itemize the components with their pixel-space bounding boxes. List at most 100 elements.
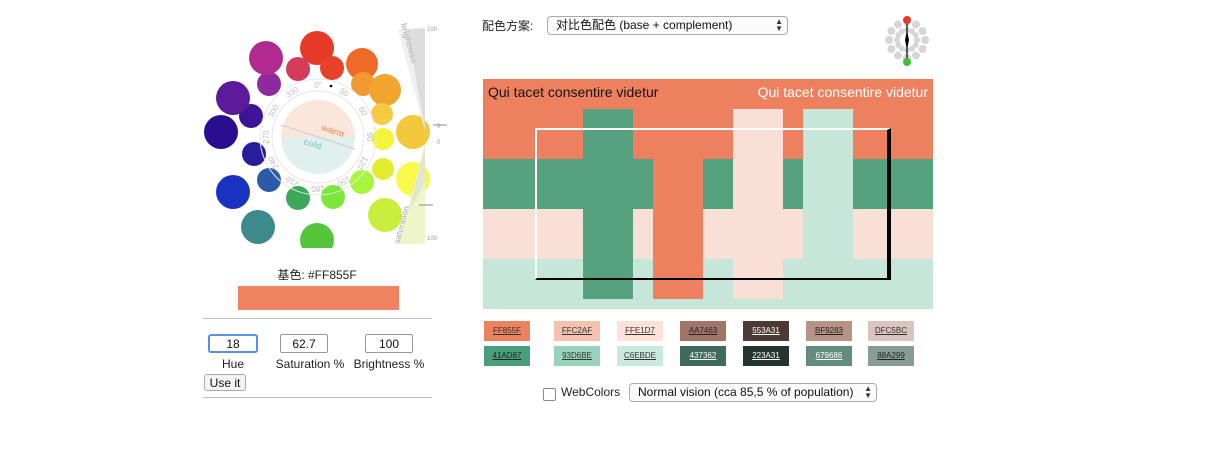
palette-chip[interactable]: 437362 — [680, 346, 726, 366]
mini-dot — [909, 45, 915, 52]
palette-chip[interactable]: 88A299 — [868, 346, 914, 366]
vision-select[interactable]: Normal vision (cca 85,5 % of population)… — [629, 383, 877, 402]
hue-circle[interactable] — [320, 56, 344, 80]
warm-half — [281, 100, 355, 137]
hue-circle[interactable] — [204, 115, 238, 149]
hue-marker[interactable] — [329, 84, 333, 88]
angle-label: 180 — [311, 184, 325, 193]
hue-circle[interactable] — [371, 103, 393, 125]
palette-chip[interactable]: 223A31 — [743, 346, 789, 366]
brightness-label: Brightness % — [353, 357, 425, 371]
palette-chip[interactable]: FF855F — [484, 321, 530, 341]
brightness-max-tick: 100 — [427, 27, 438, 33]
palette-chip[interactable]: AA7463 — [680, 321, 726, 341]
webcolors-label: WebColors — [561, 385, 621, 399]
preview-text-light: Qui tacet consentire videtur — [757, 84, 928, 100]
mini-dot — [894, 37, 900, 43]
hue-label: Hue — [221, 357, 244, 371]
mini-dot — [909, 28, 915, 35]
palette-chip[interactable]: 679686 — [806, 346, 852, 366]
hue-circle[interactable] — [216, 81, 250, 115]
cold-half — [281, 137, 355, 174]
preview-column-orange — [653, 109, 703, 299]
hue-circle[interactable] — [300, 31, 334, 65]
mini-dot — [914, 37, 920, 43]
angle-label: 330 — [284, 85, 301, 100]
preview-band-orange — [483, 79, 933, 159]
hue-circle[interactable] — [396, 115, 430, 149]
mini-dot — [918, 27, 927, 35]
palette-chip[interactable]: BF9283 — [806, 321, 852, 341]
divider — [203, 397, 432, 398]
mini-dot — [912, 20, 920, 29]
select-arrows-icon: ▲ ▼ — [775, 17, 783, 33]
angle-label: 90 — [365, 133, 374, 142]
palette-chip[interactable]: 93D6BE — [554, 346, 600, 366]
angle-label: 300 — [266, 103, 281, 120]
saturation-label: Saturation % — [275, 357, 345, 371]
brightness-input[interactable] — [365, 334, 413, 353]
preview-text-dark: Qui tacet consentire videtur — [488, 84, 659, 100]
hue-circle[interactable] — [350, 170, 374, 194]
mini-dot — [899, 45, 905, 52]
hue-circle[interactable] — [249, 41, 283, 75]
hue-circle[interactable] — [242, 142, 266, 166]
hue-circle[interactable] — [216, 175, 250, 209]
hue-circle[interactable] — [241, 210, 275, 244]
mini-dot — [895, 32, 902, 38]
mini-dot — [899, 28, 905, 35]
mini-dot — [912, 32, 919, 38]
preview-column-mint — [803, 109, 853, 279]
palette-chip[interactable]: FFC2AF — [554, 321, 600, 341]
preview-column-green — [583, 109, 633, 299]
scheme-select-value: 对比色配色 (base + complement) — [556, 18, 733, 32]
mini-dot — [887, 27, 896, 35]
hue-input[interactable] — [208, 334, 258, 353]
mini-dot — [921, 36, 929, 44]
hue-circle[interactable] — [300, 223, 334, 248]
palette-chip[interactable]: 41AD87 — [484, 346, 530, 366]
hue-circle[interactable] — [257, 72, 281, 96]
preview-column-peach — [733, 109, 783, 299]
scheme-label: 配色方案: — [482, 19, 534, 33]
mini-dot — [894, 20, 902, 29]
angle-label: 0° — [314, 81, 322, 90]
saturation-input[interactable] — [280, 334, 328, 353]
saturation-wedge[interactable] — [398, 144, 425, 244]
hue-circle[interactable] — [257, 168, 281, 192]
saturation-min-tick: 0 — [437, 140, 441, 146]
hue-circle[interactable] — [286, 186, 310, 210]
brightness-min-tick: 0 — [437, 124, 441, 130]
mini-scheme-wheel-icon[interactable] — [879, 12, 935, 68]
preview-frame — [535, 128, 891, 280]
vision-select-value: Normal vision (cca 85,5 % of population) — [638, 385, 854, 399]
hue-circle[interactable] — [372, 158, 394, 180]
scheme-select[interactable]: 对比色配色 (base + complement) ▲ ▼ — [547, 16, 788, 35]
hue-circle[interactable] — [369, 74, 401, 106]
preview-band-peach — [483, 209, 933, 259]
hue-circle[interactable] — [368, 198, 402, 232]
angle-label: 270 — [262, 130, 271, 144]
palette-chip[interactable]: DFC5BC — [868, 321, 914, 341]
hue-circle[interactable] — [286, 57, 310, 81]
preview-band-green — [483, 159, 933, 209]
base-color-swatch — [238, 286, 399, 310]
preview-band-mint — [483, 259, 933, 309]
angle-label: 210 — [284, 174, 301, 189]
palette-chip[interactable]: 553A31 — [743, 321, 789, 341]
mini-dot — [887, 45, 896, 53]
hue-circle[interactable] — [372, 128, 394, 150]
mini-dot — [912, 51, 920, 60]
mini-dot — [912, 42, 919, 48]
hue-circle[interactable] — [346, 48, 378, 80]
divider — [203, 318, 432, 319]
use-it-button[interactable]: Use it — [204, 374, 246, 391]
base-color-label: 基色: #FF855F — [277, 268, 357, 282]
palette-chip[interactable]: C6EBDE — [617, 346, 663, 366]
palette-chip[interactable]: FFE1D7 — [617, 321, 663, 341]
saturation-max-tick: 100 — [427, 236, 438, 242]
webcolors-checkbox[interactable] — [543, 388, 556, 401]
mini-dot — [918, 45, 927, 53]
mini-dot — [894, 51, 902, 60]
